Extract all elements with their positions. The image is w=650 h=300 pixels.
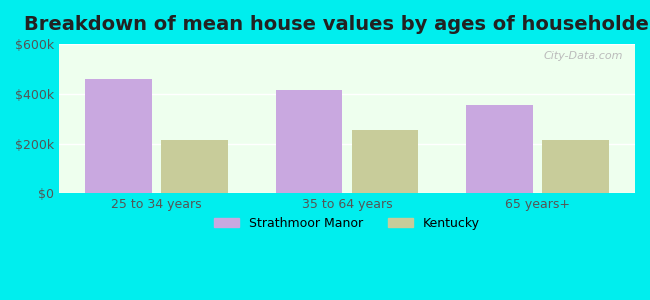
Text: City-Data.com: City-Data.com xyxy=(544,51,623,62)
Bar xyxy=(276,90,343,193)
Bar xyxy=(542,140,609,193)
Legend: Strathmoor Manor, Kentucky: Strathmoor Manor, Kentucky xyxy=(209,212,485,235)
Bar xyxy=(466,105,532,193)
Bar xyxy=(85,79,152,193)
Bar xyxy=(161,140,228,193)
Title: Breakdown of mean house values by ages of householders: Breakdown of mean house values by ages o… xyxy=(24,15,650,34)
Bar xyxy=(352,130,419,193)
